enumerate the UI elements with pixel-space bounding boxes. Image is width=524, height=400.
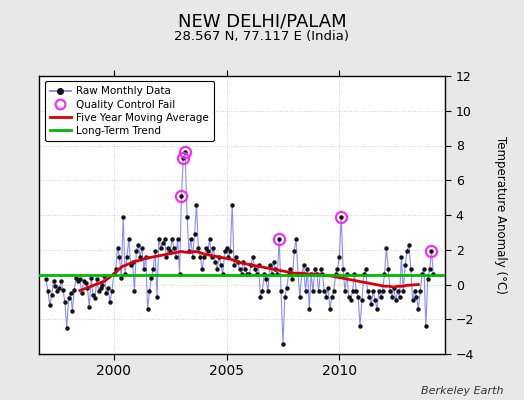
Y-axis label: Temperature Anomaly (°C): Temperature Anomaly (°C) (494, 136, 507, 294)
Legend: Raw Monthly Data, Quality Control Fail, Five Year Moving Average, Long-Term Tren: Raw Monthly Data, Quality Control Fail, … (45, 81, 214, 141)
Text: Berkeley Earth: Berkeley Earth (421, 386, 503, 396)
Text: NEW DELHI/PALAM: NEW DELHI/PALAM (178, 12, 346, 30)
Text: 28.567 N, 77.117 E (India): 28.567 N, 77.117 E (India) (174, 30, 350, 43)
